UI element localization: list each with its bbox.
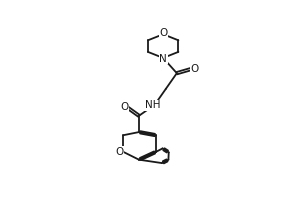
- Text: O: O: [159, 28, 167, 38]
- Text: O: O: [116, 147, 124, 157]
- Text: O: O: [190, 64, 199, 74]
- Text: N: N: [159, 54, 167, 64]
- Text: O: O: [121, 102, 129, 112]
- Text: NH: NH: [145, 100, 161, 110]
